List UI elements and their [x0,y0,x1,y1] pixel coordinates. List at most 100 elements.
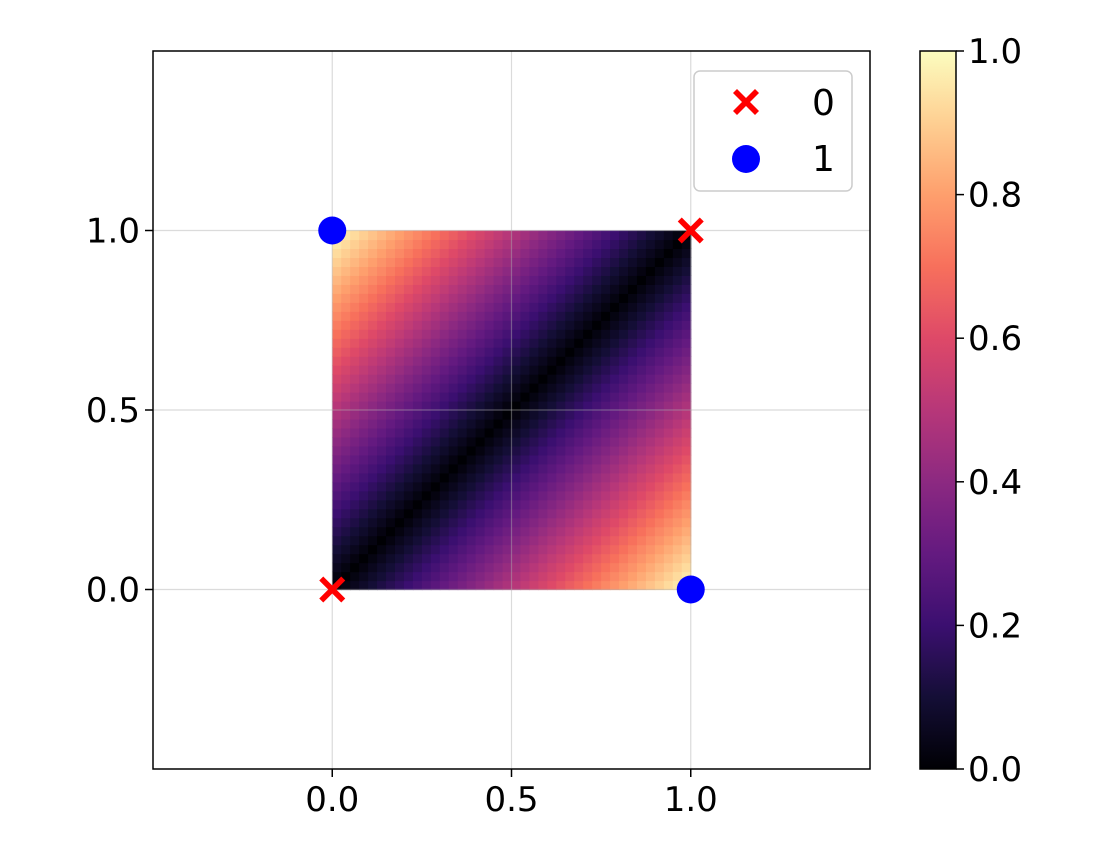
heatmap-cell [475,338,486,348]
heatmap-cell [654,427,665,438]
heatmap-cell [628,445,638,456]
point-class-1 [318,216,347,245]
heatmap-cell [457,436,468,447]
heatmap-cell [439,365,450,375]
heatmap-cell [520,535,531,546]
heatmap-cell [341,266,351,276]
heatmap-cell [663,284,674,294]
heatmap-cell [520,526,531,537]
heatmap-cell [386,427,396,438]
heatmap-cell [439,230,450,241]
heatmap-cell [601,329,611,339]
heatmap-cell [341,311,351,321]
heatmap-cell [484,320,495,330]
heatmap-cell [448,553,459,564]
heatmap-cell [466,284,477,294]
heatmap-cell [350,356,360,366]
heatmap-cell [502,571,513,582]
heatmap-cell [574,544,584,555]
heatmap-cell [547,490,557,501]
heatmap-cell [484,275,495,285]
heatmap-cell [672,472,683,483]
heatmap-cell [511,490,522,501]
heatmap-cell [654,302,665,312]
heatmap-cell [556,338,566,348]
heatmap-cell [628,472,638,483]
heatmap-cell [439,418,450,429]
heatmap-cell [457,365,468,375]
heatmap-cell [332,427,342,438]
heatmap-cell [493,275,504,285]
heatmap-cell [636,356,647,366]
heatmap-cell [403,392,414,402]
heatmap-cell [681,338,692,348]
heatmap-cell [663,293,674,303]
heatmap-cell [493,562,504,573]
heatmap-cell [654,392,665,402]
heatmap-cell [601,544,611,555]
heatmap-cell [619,230,629,241]
heatmap-cell [547,275,557,285]
heatmap-cell [619,508,629,519]
heatmap-cell [663,410,674,420]
heatmap-cell [484,311,495,321]
heatmap-cell [592,392,602,402]
heatmap-cell [412,293,423,303]
heatmap-cell [681,562,692,573]
heatmap-cell [421,535,432,546]
heatmap-cell [645,562,656,573]
heatmap-cell [502,266,513,276]
heatmap-cell [421,553,432,564]
heatmap-cell [520,562,531,573]
heatmap-cell [359,284,369,294]
heatmap-cell [547,320,557,330]
heatmap-cell [493,517,504,528]
heatmap-cell [583,445,593,456]
heatmap-cell [394,365,405,375]
heatmap-cell [592,535,602,546]
heatmap-cell [601,410,611,420]
heatmap-cell [341,571,351,582]
heatmap-cell [430,517,441,528]
heatmap-cell [421,410,432,420]
heatmap-cell [663,580,674,591]
heatmap-cell [359,302,369,312]
heatmap-cell [502,490,513,501]
heatmap-cell [681,499,692,510]
heatmap-cell [583,410,593,420]
heatmap-cell [636,463,647,474]
heatmap-cell [592,347,602,357]
heatmap-cell [368,302,378,312]
heatmap-cell [556,436,566,447]
heatmap-cell [341,365,351,375]
heatmap-cell [547,329,557,339]
heatmap-cell [520,490,531,501]
heatmap-cell [574,248,584,259]
heatmap-cell [663,329,674,339]
heatmap-cell [403,499,414,510]
heatmap-cell [493,311,504,321]
heatmap-cell [538,239,548,250]
heatmap-cell [654,454,665,465]
heatmap-cell [574,401,584,411]
heatmap-cell [645,544,656,555]
heatmap-cell [484,499,495,510]
heatmap-cell [341,544,351,555]
heatmap-cell [565,356,575,366]
heatmap-cell [601,302,611,312]
heatmap-cell [466,257,477,267]
heatmap-cell [672,481,683,492]
heatmap-cell [332,374,342,384]
heatmap-cell [412,427,423,438]
heatmap-cell [574,490,584,501]
heatmap-cell [502,257,513,267]
heatmap-cell [547,499,557,510]
heatmap-cell [341,445,351,456]
heatmap-cell [574,365,584,375]
heatmap-cell [403,284,414,294]
heatmap-cell [421,454,432,465]
heatmap-cell [359,248,369,259]
heatmap-cell [663,535,674,546]
heatmap-cell [645,284,656,294]
heatmap-cell [574,526,584,537]
